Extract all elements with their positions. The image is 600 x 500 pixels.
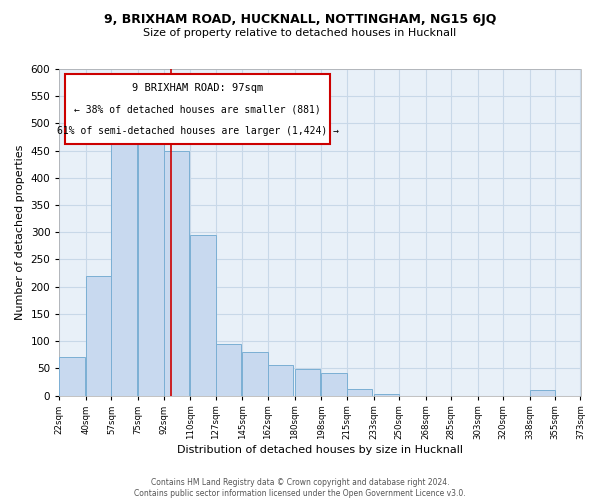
Text: 61% of semi-detached houses are larger (1,424) →: 61% of semi-detached houses are larger (… [57,126,339,136]
Bar [295,370,320,396]
Text: 9, BRIXHAM ROAD, HUCKNALL, NOTTINGHAM, NG15 6JQ: 9, BRIXHAM ROAD, HUCKNALL, NOTTINGHAM, N… [104,12,496,26]
Bar [347,389,372,396]
Bar [86,276,112,396]
Text: 9 BRIXHAM ROAD: 97sqm: 9 BRIXHAM ROAD: 97sqm [132,83,263,93]
Bar [530,390,555,396]
Text: Size of property relative to detached houses in Hucknall: Size of property relative to detached ho… [143,28,457,38]
Bar [112,140,137,396]
Bar [164,150,189,396]
Bar [268,364,293,396]
Y-axis label: Number of detached properties: Number of detached properties [15,144,25,320]
Bar [242,352,268,396]
Bar [138,137,164,396]
Bar [215,344,241,396]
Bar [322,372,347,396]
X-axis label: Distribution of detached houses by size in Hucknall: Distribution of detached houses by size … [177,445,463,455]
Text: ← 38% of detached houses are smaller (881): ← 38% of detached houses are smaller (88… [74,104,321,114]
Text: Contains HM Land Registry data © Crown copyright and database right 2024.
Contai: Contains HM Land Registry data © Crown c… [134,478,466,498]
Bar [190,235,215,396]
Bar [59,358,85,396]
Bar [374,394,399,396]
